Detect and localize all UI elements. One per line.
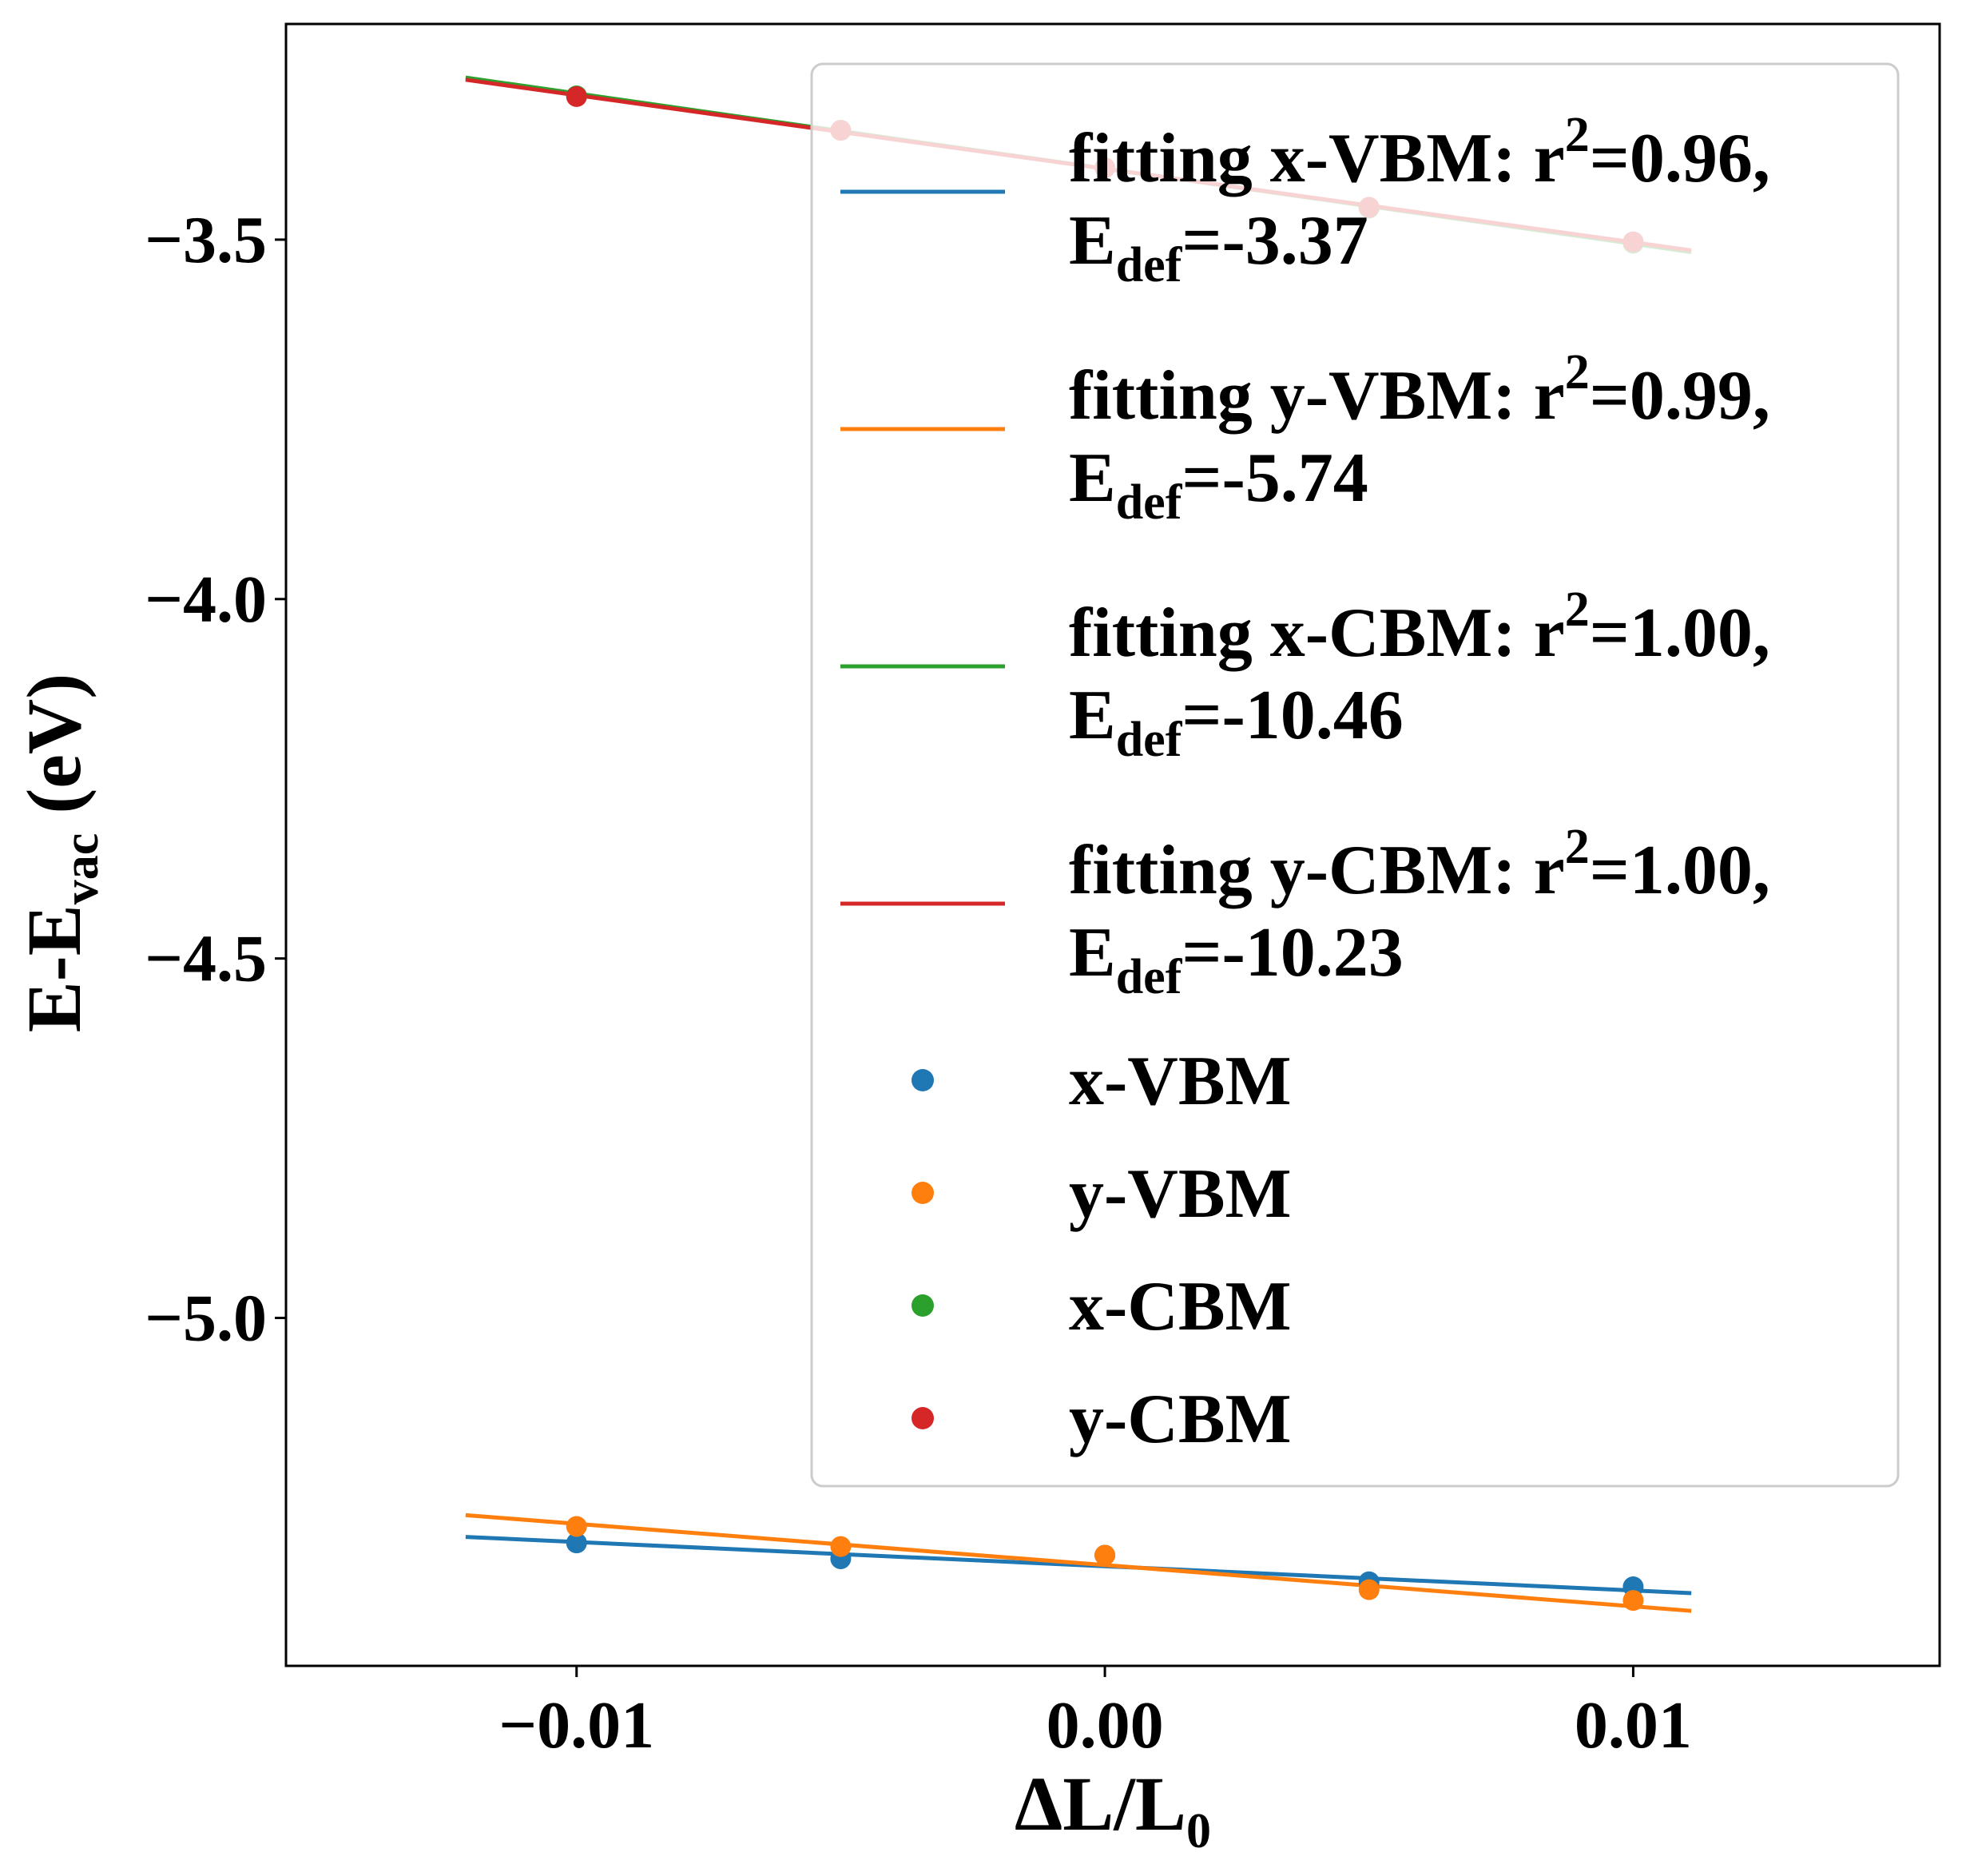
point-x-VBM-0 — [566, 1532, 587, 1554]
axis-ticks: −0.01 0.00 0.01 −3.5 −4.0 −4.5 −5.0 — [145, 203, 1692, 1763]
legend-fit-sup: 2 — [1565, 345, 1590, 399]
legend-edef-main: E — [1069, 439, 1116, 517]
legend-fit-text: fitting y-CBM: r — [1069, 832, 1565, 909]
point-y-VBM-2 — [1094, 1544, 1116, 1566]
legend-edef-main: E — [1069, 202, 1116, 280]
legend-series-label-y-VBM: y-VBM — [1069, 1155, 1292, 1233]
x-axis-label: ΔL/L0 — [1015, 1761, 1211, 1858]
legend-fit-text: fitting x-VBM: r — [1069, 120, 1565, 197]
legend-marker-x-CBM — [911, 1294, 934, 1317]
plot-frame — [284, 22, 1941, 1667]
legend-marker-y-VBM — [911, 1182, 934, 1204]
legend-fit-label-x-CBM: fitting x-CBM: r2=1.00, — [1069, 582, 1770, 672]
legend-edef-label-x-VBM: Edef=-3.37 — [1069, 202, 1368, 292]
legend-edef-value: =-10.23 — [1182, 914, 1403, 992]
x-tick-label: 0.00 — [1047, 1688, 1164, 1763]
x-tick-label: 0.01 — [1575, 1688, 1692, 1763]
legend-edef-label-x-CBM: Edef=-10.46 — [1069, 677, 1404, 767]
legend: fitting x-VBM: r2=0.96,Edef=-3.37fitting… — [810, 62, 1900, 1488]
legend-series-label-x-VBM: x-VBM — [1069, 1043, 1292, 1120]
legend-fit-label-y-CBM: fitting y-CBM: r2=1.00, — [1069, 820, 1770, 909]
legend-edef-label-y-VBM: Edef=-5.74 — [1069, 439, 1368, 530]
legend-fit-sup: 2 — [1565, 582, 1590, 637]
legend-edef-sub: def — [1116, 950, 1183, 1004]
y-tick-label: −3.5 — [145, 203, 267, 277]
point-y-VBM-4 — [1622, 1590, 1644, 1612]
y-axis-label: E-Evac (eV) — [11, 674, 109, 1032]
x-tick-label: −0.01 — [498, 1688, 654, 1763]
legend-items: fitting x-VBM: r2=0.96,Edef=-3.37fitting… — [840, 108, 1770, 1458]
point-y-VBM-3 — [1358, 1579, 1380, 1600]
legend-marker-x-VBM — [911, 1069, 934, 1091]
legend-fit-sup: 2 — [1565, 108, 1590, 162]
point-y-VBM-0 — [566, 1516, 587, 1537]
legend-edef-value: =-3.37 — [1182, 202, 1368, 280]
legend-series-label-x-CBM: x-CBM — [1069, 1268, 1292, 1345]
legend-box — [810, 62, 1900, 1488]
legend-fit-text: fitting x-CBM: r — [1069, 594, 1565, 672]
legend-fit-tail: =0.99, — [1590, 357, 1770, 435]
legend-fit-label-x-VBM: fitting x-VBM: r2=0.96, — [1069, 108, 1770, 197]
y-tick-label: −4.5 — [145, 922, 267, 996]
legend-fit-label-y-VBM: fitting y-VBM: r2=0.99, — [1069, 345, 1770, 435]
legend-edef-value: =-10.46 — [1182, 677, 1403, 754]
fit-line-y-VBM — [465, 1512, 1692, 1613]
legend-edef-sub: def — [1116, 475, 1183, 530]
legend-edef-sub: def — [1116, 238, 1183, 292]
y-tick-label: −4.0 — [145, 562, 267, 637]
legend-marker-y-CBM — [911, 1407, 934, 1429]
legend-edef-sub: def — [1116, 713, 1183, 767]
point-y-CBM-0 — [566, 85, 587, 107]
legend-edef-main: E — [1069, 677, 1116, 754]
legend-edef-label-y-CBM: Edef=-10.23 — [1069, 914, 1404, 1004]
legend-edef-value: =-5.74 — [1182, 439, 1368, 517]
point-y-VBM-1 — [830, 1536, 852, 1557]
legend-fit-text: fitting y-VBM: r — [1069, 357, 1565, 435]
legend-series-label-y-CBM: y-CBM — [1069, 1381, 1292, 1458]
y-axis-label-main: E-E — [11, 904, 97, 1032]
y-tick-label: −5.0 — [145, 1282, 267, 1356]
x-axis-label-main: ΔL/L — [1015, 1761, 1186, 1846]
x-axis-label-sub: 0 — [1186, 1804, 1211, 1858]
legend-edef-main: E — [1069, 914, 1116, 992]
legend-fit-tail: =1.00, — [1590, 832, 1770, 909]
legend-fit-tail: =0.96, — [1590, 120, 1770, 197]
y-axis-label-sub: vac — [54, 833, 109, 905]
legend-fit-tail: =1.00, — [1590, 594, 1770, 672]
y-axis-label-unit: (eV) — [11, 674, 97, 833]
legend-fit-sup: 2 — [1565, 820, 1590, 874]
